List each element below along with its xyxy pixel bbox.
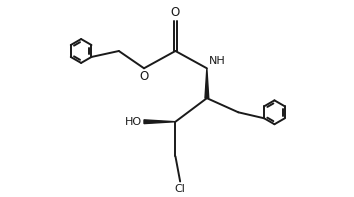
Text: Cl: Cl: [175, 184, 185, 194]
Text: HO: HO: [125, 117, 142, 127]
Text: O: O: [171, 6, 180, 19]
Text: O: O: [139, 70, 149, 83]
Text: NH: NH: [209, 56, 226, 66]
Polygon shape: [144, 120, 176, 124]
Polygon shape: [205, 68, 209, 98]
